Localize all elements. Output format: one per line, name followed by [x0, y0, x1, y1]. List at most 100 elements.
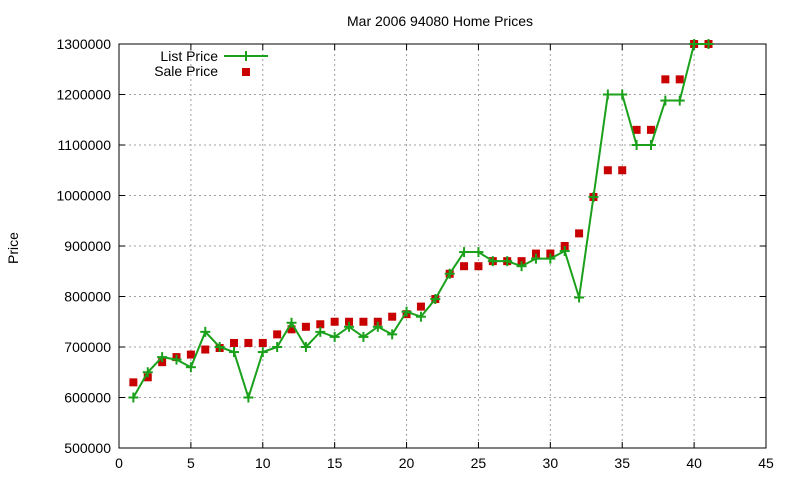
- sale-price-point: [258, 338, 267, 347]
- sale-price-point: [373, 317, 382, 326]
- list-price-point: [602, 89, 613, 100]
- sale-price-point: [201, 345, 210, 354]
- series: [128, 39, 714, 403]
- sale-price-point: [143, 373, 152, 382]
- x-tick-label: 30: [543, 455, 559, 471]
- list-price-point: [315, 326, 326, 337]
- x-tick-label: 15: [327, 455, 343, 471]
- x-tick-label: 35: [614, 455, 630, 471]
- sale-price-point: [474, 262, 483, 271]
- list-price-point: [559, 246, 570, 257]
- legend-label-sale-price: Sale Price: [154, 63, 218, 79]
- list-price-point: [286, 317, 297, 328]
- x-tick-label: 25: [471, 455, 487, 471]
- list-price-point: [689, 39, 700, 49]
- list-price-point: [588, 192, 599, 203]
- sale-price-point: [345, 317, 354, 326]
- list-price-point: [444, 268, 455, 279]
- list-price-point: [459, 247, 470, 258]
- y-tick-label: 800000: [64, 289, 111, 305]
- list-price-point: [530, 253, 541, 264]
- list-price-point: [703, 39, 714, 49]
- sale-price-point: [560, 242, 569, 250]
- list-price-point: [415, 311, 426, 322]
- legend-marker-list-price: [241, 51, 251, 61]
- list-price-point: [674, 95, 685, 106]
- sale-price-point: [301, 322, 310, 331]
- x-tick-label: 0: [115, 455, 123, 471]
- legend-swatch-sale-price: [242, 68, 250, 76]
- list-price-point: [300, 342, 311, 352]
- y-tick-label: 600000: [64, 390, 111, 406]
- list-price-point: [516, 261, 527, 272]
- list-price-point: [372, 321, 383, 332]
- y-axis-label: Price: [5, 232, 21, 264]
- list-price-point: [430, 294, 441, 305]
- sale-price-point: [531, 249, 540, 258]
- x-tick-label: 45: [758, 455, 774, 471]
- list-price-point: [545, 253, 556, 264]
- x-tick-label: 5: [187, 455, 195, 471]
- list-price-point: [157, 352, 168, 363]
- sale-price-point: [287, 325, 296, 334]
- list-price-point: [257, 347, 268, 358]
- y-tick-label: 1100000: [58, 137, 112, 153]
- x-tick-label: 10: [255, 455, 271, 471]
- sale-price-point: [546, 249, 555, 258]
- list-price-point: [200, 326, 211, 337]
- y-tick-label: 1000000: [56, 188, 111, 204]
- y-tick-label: 900000: [64, 238, 111, 254]
- sale-price-point: [230, 338, 239, 347]
- chart-title: Mar 2006 94080 Home Prices: [347, 13, 533, 29]
- y-tick-label: 700000: [64, 339, 111, 355]
- grid: [119, 44, 766, 448]
- sale-price-point: [158, 358, 167, 367]
- y-tick-label: 1300000: [56, 36, 111, 52]
- sale-price-point: [388, 312, 397, 321]
- list-price-point: [574, 292, 585, 303]
- list-price-point: [344, 321, 355, 332]
- sale-price-point: [244, 338, 253, 347]
- sale-price-point: [675, 75, 684, 84]
- plot-frame: [118, 43, 767, 449]
- list-price-point: [387, 329, 398, 340]
- list-price-point: [473, 247, 484, 258]
- list-price-point: [272, 342, 283, 352]
- sale-price-point: [460, 262, 469, 271]
- list-price-point: [142, 367, 153, 378]
- sale-price-point: [517, 257, 526, 266]
- sale-price-point: [575, 229, 584, 238]
- list-price-point: [660, 95, 671, 106]
- sale-price-point: [359, 317, 368, 326]
- list-price-point: [487, 256, 498, 267]
- y-tick-label: 1200000: [56, 87, 111, 103]
- x-tick-label: 40: [686, 455, 702, 471]
- sale-price-point: [632, 125, 641, 134]
- sale-price-point: [186, 350, 195, 359]
- list-price-point: [185, 362, 196, 373]
- sale-price-point: [661, 75, 670, 84]
- axis-ticks: 0 5 10 15 20 25 30 35 40 45 500000 600000 700000 8000…: [56, 36, 774, 471]
- list-price-point: [502, 256, 513, 267]
- sale-price-point: [603, 166, 612, 175]
- list-price-point: [631, 140, 642, 150]
- legend-label-list-price: List Price: [160, 48, 218, 64]
- sale-price-point: [416, 302, 425, 311]
- sale-price-point: [316, 320, 325, 329]
- sale-price-point: [330, 317, 339, 326]
- sale-price-point: [646, 125, 655, 134]
- x-tick-label: 20: [399, 455, 415, 471]
- list-price-point: [329, 331, 340, 342]
- list-price-point: [358, 331, 369, 342]
- list-price-point: [243, 392, 254, 403]
- list-price-point: [617, 89, 628, 100]
- list-price-point: [645, 140, 656, 150]
- y-tick-label: 500000: [64, 440, 111, 456]
- list-price-point: [171, 354, 182, 365]
- sale-price-point: [618, 166, 627, 175]
- list-price-point: [128, 392, 139, 403]
- sale-price-point: [273, 330, 282, 339]
